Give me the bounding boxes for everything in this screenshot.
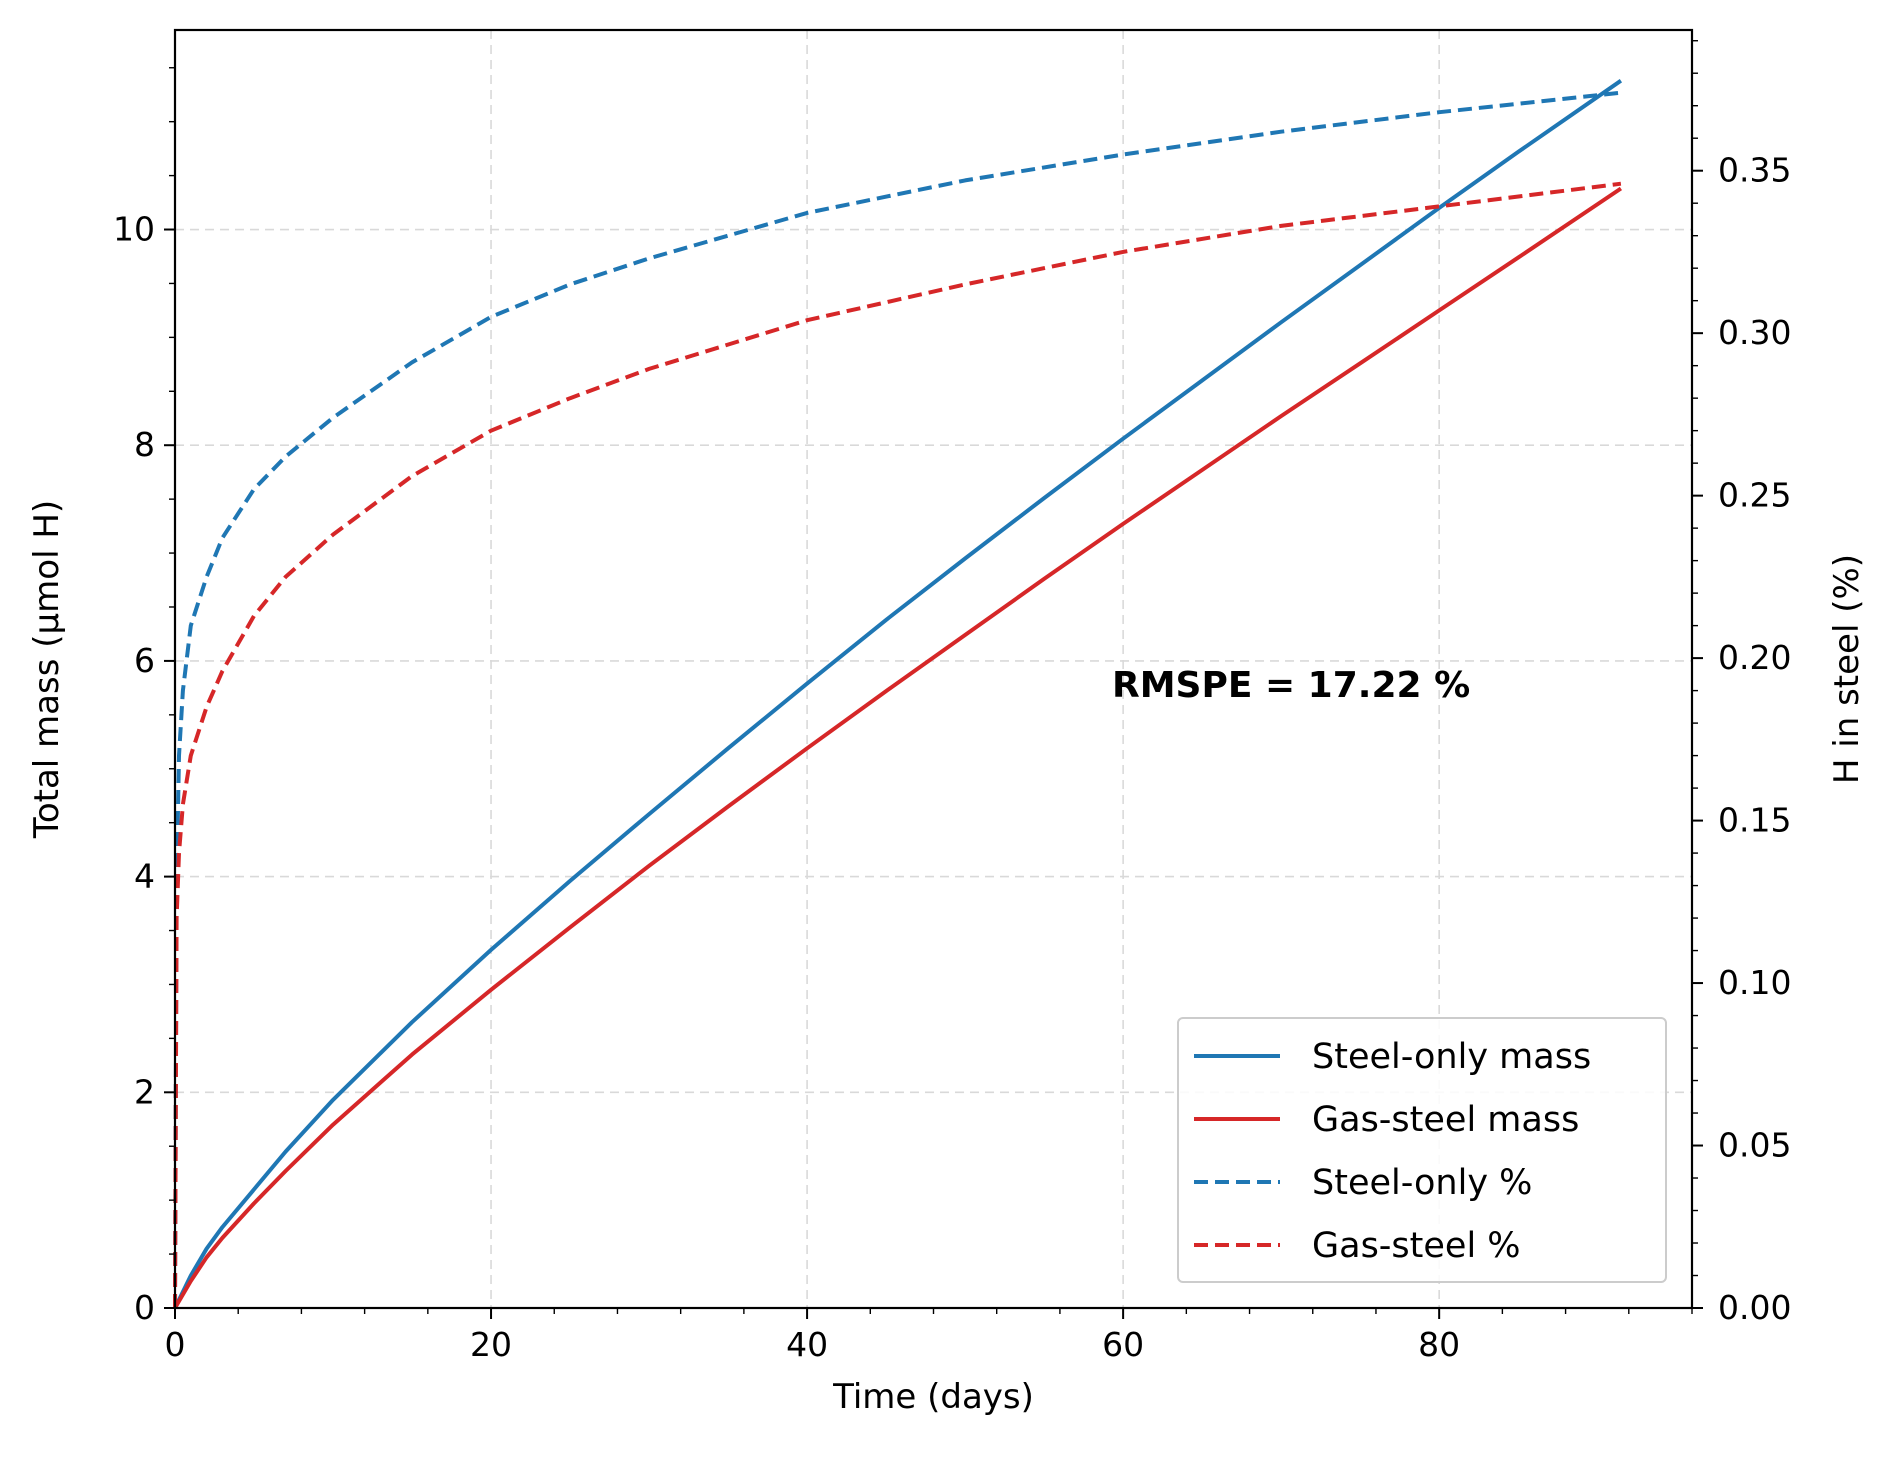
y-axis-left: 0 2 4 6 8 10 — [113, 67, 175, 1327]
y-left-tick-label: 10 — [113, 210, 155, 249]
x-tick-label: 40 — [786, 1325, 828, 1364]
y-axis-right-label: H in steel (%) — [1827, 554, 1867, 784]
rmspe-annotation: RMSPE = 17.22 % — [1112, 665, 1470, 706]
x-tick-label: 0 — [165, 1325, 186, 1364]
legend-label: Steel-only mass — [1312, 1037, 1591, 1077]
y-right-tick-label: 0.35 — [1718, 151, 1791, 190]
y-left-tick-label: 0 — [134, 1288, 155, 1327]
y-axis-right: 0.00 0.05 0.10 0.15 0.20 0.25 0.30 0.35 — [1692, 40, 1791, 1327]
x-tick-label: 20 — [470, 1325, 512, 1364]
y-right-tick-label: 0.05 — [1718, 1126, 1791, 1165]
legend-label: Steel-only % — [1312, 1163, 1532, 1203]
x-axis-label: Time (days) — [832, 1377, 1034, 1417]
y-right-tick-label: 0.15 — [1718, 801, 1791, 840]
legend-label: Gas-steel mass — [1312, 1100, 1579, 1140]
y-right-tick-label: 0.10 — [1718, 963, 1791, 1002]
y-right-tick-label: 0.20 — [1718, 638, 1791, 677]
series-line-gas-steel — [173, 181, 1622, 1309]
x-axis: 0 20 40 60 80 — [165, 1308, 1693, 1364]
y-right-tick-label: 0.30 — [1718, 313, 1791, 352]
series-line-steel-only — [173, 90, 1622, 1309]
y-left-tick-label: 4 — [134, 857, 155, 896]
y-left-tick-label: 6 — [134, 641, 155, 680]
series-line-steel-only-mass — [173, 79, 1623, 1309]
y-axis-left-label: Total mass (μmol H) — [27, 500, 67, 839]
legend-label: Gas-steel % — [1312, 1226, 1521, 1266]
x-tick-label: 80 — [1418, 1325, 1460, 1364]
legend: Steel-only mass Gas-steel mass Steel-only … — [1177, 1017, 1667, 1283]
y-right-tick-label: 0.00 — [1718, 1288, 1791, 1327]
y-left-tick-label: 2 — [134, 1072, 155, 1111]
series-line-gas-steel-mass — [173, 186, 1623, 1310]
y-left-tick-label: 8 — [134, 425, 155, 464]
legend-box — [1177, 1017, 1667, 1283]
x-tick-label: 60 — [1102, 1325, 1144, 1364]
series-layer — [173, 79, 1623, 1310]
y-right-tick-label: 0.25 — [1718, 476, 1791, 515]
